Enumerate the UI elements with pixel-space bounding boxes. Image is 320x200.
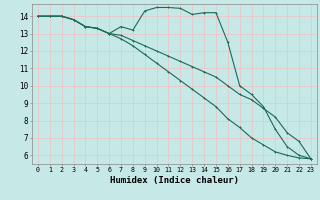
X-axis label: Humidex (Indice chaleur): Humidex (Indice chaleur) (110, 176, 239, 185)
